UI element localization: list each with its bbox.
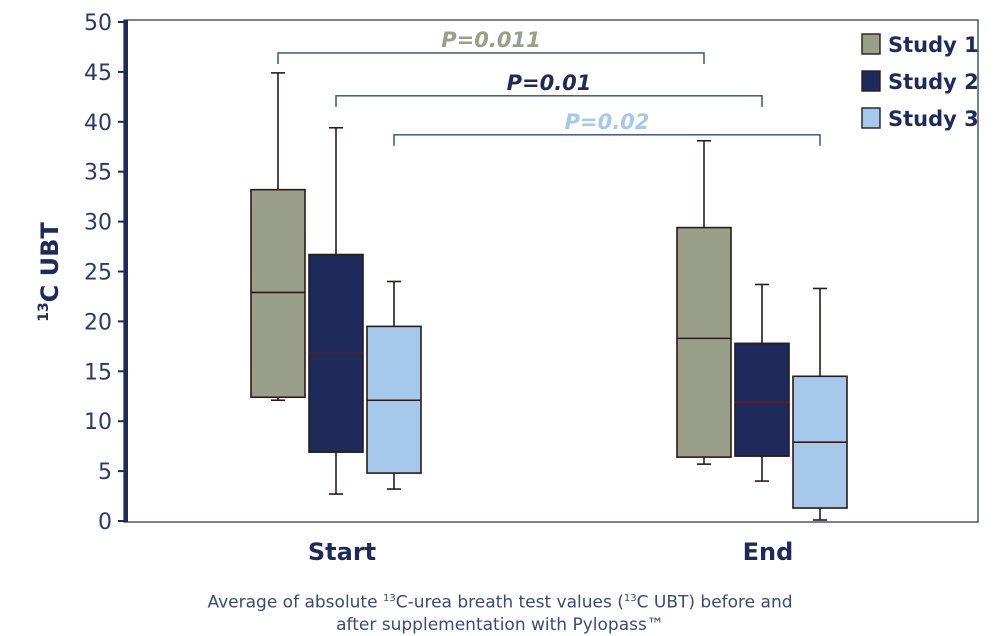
bracket-study-2: P=0.01	[335, 71, 763, 107]
legend-item: Study 3	[861, 107, 979, 131]
box-iqr	[676, 226, 732, 458]
y-axis-label: 13C UBT	[36, 222, 64, 322]
legend: Study 1 Study 2 Study 3	[861, 33, 979, 131]
box-study-2	[734, 283, 790, 482]
y-tick-label: 35	[84, 161, 112, 186]
x-axis: Start End	[308, 538, 793, 566]
y-axis-title-superscript: 13	[36, 302, 52, 321]
caption-text-part: C-urea breath test values (	[395, 592, 624, 613]
y-tick-label: 0	[98, 510, 112, 535]
box-iqr	[250, 188, 306, 399]
legend-label: Study 1	[888, 33, 979, 57]
box-iqr	[734, 342, 790, 457]
legend-label: Study 3	[888, 107, 979, 131]
caption-text-part: Average of absolute	[207, 592, 383, 613]
legend-item: Study 1	[861, 33, 979, 57]
y-tick-label: 40	[84, 111, 112, 136]
y-tick-label: 30	[84, 211, 112, 236]
box-plot-chart: 0 5 10 15 20 25 30 35 40 45 50 P=0.011 P=0.01 P=0.02…	[36, 11, 979, 566]
p-value-label: P=0.01	[507, 71, 592, 95]
y-tick-label: 20	[84, 310, 112, 335]
significance-brackets: P=0.011 P=0.01 P=0.02	[277, 28, 821, 146]
x-category-label: Start	[308, 538, 376, 566]
legend-label: Study 2	[888, 70, 979, 94]
p-value-label: P=0.011	[441, 28, 540, 52]
caption-text-part: C UBT) before and	[636, 592, 793, 613]
x-category-label: End	[743, 538, 794, 566]
bracket-line	[393, 134, 821, 146]
bracket-line	[335, 95, 763, 107]
y-tick-label: 5	[98, 460, 112, 485]
legend-item: Study 2	[861, 70, 979, 94]
legend-swatch	[861, 33, 881, 55]
caption-line-1: Average of absolute 13C-urea breath test…	[0, 588, 1000, 614]
caption-superscript: 13	[623, 593, 637, 604]
box-study-3	[366, 280, 422, 490]
y-tick-label: 15	[84, 360, 112, 385]
box-study-1	[250, 72, 306, 402]
p-value-label: P=0.02	[565, 110, 650, 134]
y-tick-label: 10	[84, 410, 112, 435]
y-tick-label: 45	[84, 61, 112, 86]
boxes	[250, 72, 848, 521]
y-tick-label: 25	[84, 261, 112, 286]
bracket-line	[277, 52, 705, 64]
figure-caption: Average of absolute 13C-urea breath test…	[0, 588, 1000, 636]
box-study-1	[676, 139, 732, 465]
y-tick-label: 50	[84, 11, 112, 36]
box-study-2	[308, 126, 364, 495]
box-study-3	[792, 287, 848, 521]
caption-superscript: 13	[382, 593, 396, 604]
legend-swatch	[861, 107, 881, 129]
y-axis-title-main: C UBT	[36, 222, 64, 303]
bracket-study-1: P=0.011	[277, 28, 705, 64]
legend-swatch	[861, 70, 881, 92]
bracket-study-3: P=0.02	[393, 110, 821, 146]
caption-line-2: after supplementation with Pylopass™	[336, 614, 664, 635]
y-axis: 0 5 10 15 20 25 30 35 40 45 50	[84, 11, 124, 535]
y-axis-title: 13C UBT	[36, 222, 64, 322]
